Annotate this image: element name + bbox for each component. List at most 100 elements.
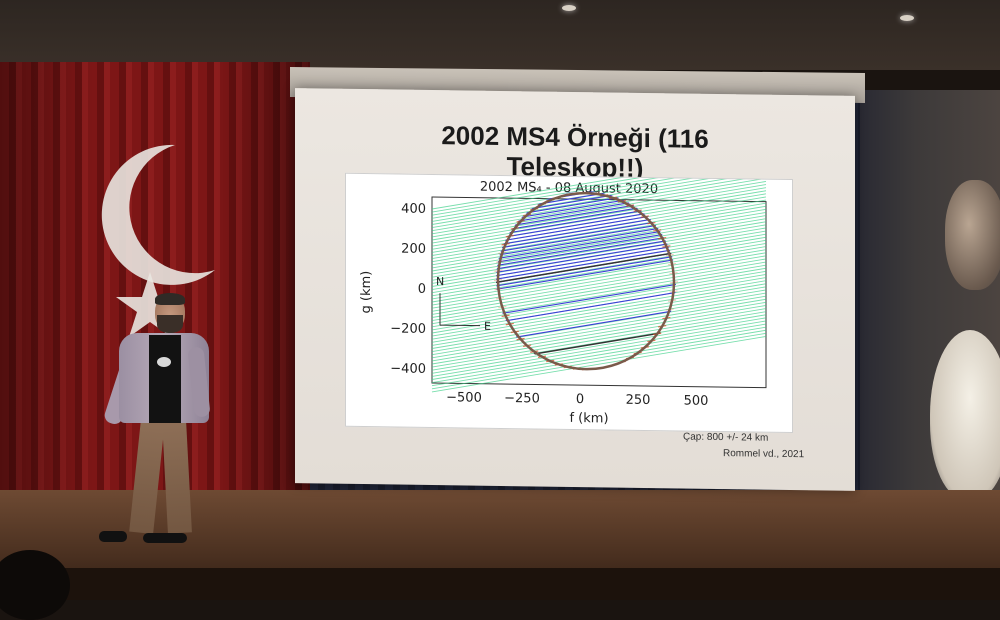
negative-chord (431, 249, 767, 306)
negative-chord (431, 246, 767, 303)
positive-chord (496, 295, 676, 352)
negative-chord (431, 258, 767, 315)
presenter-leg-left (129, 420, 165, 534)
presenter-shoe-right (143, 533, 187, 543)
x-tick-label: 0 (576, 392, 584, 407)
positive-chord (496, 213, 676, 270)
negative-chord (431, 298, 767, 356)
positive-chord (496, 189, 676, 233)
x-tick-label: 500 (684, 394, 709, 409)
positive-chord (496, 203, 676, 260)
source-caption: Rommel vd., 2021 (723, 448, 805, 461)
positive-chord (496, 216, 676, 274)
portrait-face (945, 180, 1000, 290)
negative-chord (431, 173, 767, 229)
negative-chord (431, 181, 767, 238)
negative-chord (431, 212, 767, 269)
positive-chord (496, 189, 676, 236)
positive-chord (496, 189, 676, 240)
y-tick-labels: 400 200 0 −200 −400 (390, 202, 426, 377)
negative-chord (431, 252, 767, 309)
negative-chord (431, 274, 767, 331)
negative-chord (431, 221, 767, 278)
negative-chord (431, 174, 767, 232)
occultation-plot: 2002 MS₄ - 08 August 2020 g (km) f (km) … (345, 172, 793, 434)
negative-chord (431, 173, 767, 219)
negative-chord (431, 326, 767, 384)
positive-chord (496, 230, 676, 287)
negative-chord (431, 215, 767, 272)
x-tick-label: −250 (504, 391, 540, 406)
negative-chord (431, 255, 767, 312)
compass: N E (436, 275, 491, 333)
negative-chord (431, 286, 767, 343)
positive-chord (496, 244, 676, 301)
y-tick-label: −400 (390, 361, 426, 376)
x-tick-label: −500 (446, 390, 482, 405)
negative-chord (431, 239, 767, 297)
x-tick-label: 250 (626, 393, 651, 408)
compass-east-arrow (440, 324, 480, 327)
negative-chord (431, 332, 767, 390)
y-axis-label: g (km) (359, 271, 374, 314)
y-tick-label: 400 (401, 202, 426, 217)
negative-chord (431, 205, 767, 263)
compass-north-label: N (436, 275, 444, 288)
negative-chord (431, 184, 767, 241)
positive-chord (496, 189, 676, 230)
positive-chord (496, 210, 676, 267)
ceiling-light (562, 5, 576, 11)
presenter (95, 293, 225, 555)
positive-chord (496, 193, 676, 250)
y-tick-label: −200 (390, 321, 426, 336)
portrait-highlight (930, 330, 1000, 500)
flag-emblem (101, 144, 215, 337)
ceiling-light (900, 15, 914, 21)
negative-chord (431, 243, 767, 300)
positive-chord (496, 196, 676, 253)
negative-chord (431, 173, 767, 216)
negative-chord (431, 173, 767, 213)
occultation-plot-svg: 2002 MS₄ - 08 August 2020 g (km) f (km) … (359, 173, 767, 426)
positive-chord (496, 236, 676, 294)
negative-chord (431, 283, 767, 340)
negative-chord (431, 173, 767, 210)
negative-chord (431, 292, 767, 349)
positive-chord (496, 189, 676, 243)
y-tick-label: 0 (418, 282, 426, 297)
negative-chord (431, 280, 767, 337)
shirt-logo-icon (157, 357, 171, 367)
negative-chord (431, 317, 767, 374)
positive-chord (496, 314, 676, 372)
stage-edge (0, 568, 1000, 600)
compass-east-label: E (484, 320, 491, 333)
crescent-icon (101, 144, 215, 285)
positive-chord (496, 206, 676, 264)
positive-chord (496, 269, 676, 326)
ceiling (0, 0, 1000, 70)
positive-chord (496, 189, 676, 226)
plot-title: 2002 MS₄ - 08 August 2020 (480, 180, 658, 197)
negative-chord (431, 208, 767, 266)
negative-chord (431, 224, 767, 281)
negative-chord (431, 187, 767, 244)
y-tick-label: 200 (401, 242, 426, 257)
positive-chord (496, 223, 676, 281)
negative-chord (431, 264, 767, 322)
audience-head-silhouette (0, 550, 70, 620)
negative-chord (431, 305, 767, 362)
negative-chord (431, 314, 767, 371)
diameter-caption: Çap: 800 +/- 24 km (683, 431, 769, 444)
negative-chord (431, 295, 767, 353)
negative-chord (431, 261, 767, 318)
negative-chord (431, 320, 767, 377)
negative-chord (431, 202, 767, 260)
negative-chord (431, 177, 767, 235)
negative-chord (431, 173, 767, 225)
negative-chord (431, 190, 767, 247)
presenter-beard (157, 315, 183, 333)
positive-chord (496, 233, 676, 291)
negative-chord (431, 323, 767, 380)
negative-chord (431, 336, 767, 393)
